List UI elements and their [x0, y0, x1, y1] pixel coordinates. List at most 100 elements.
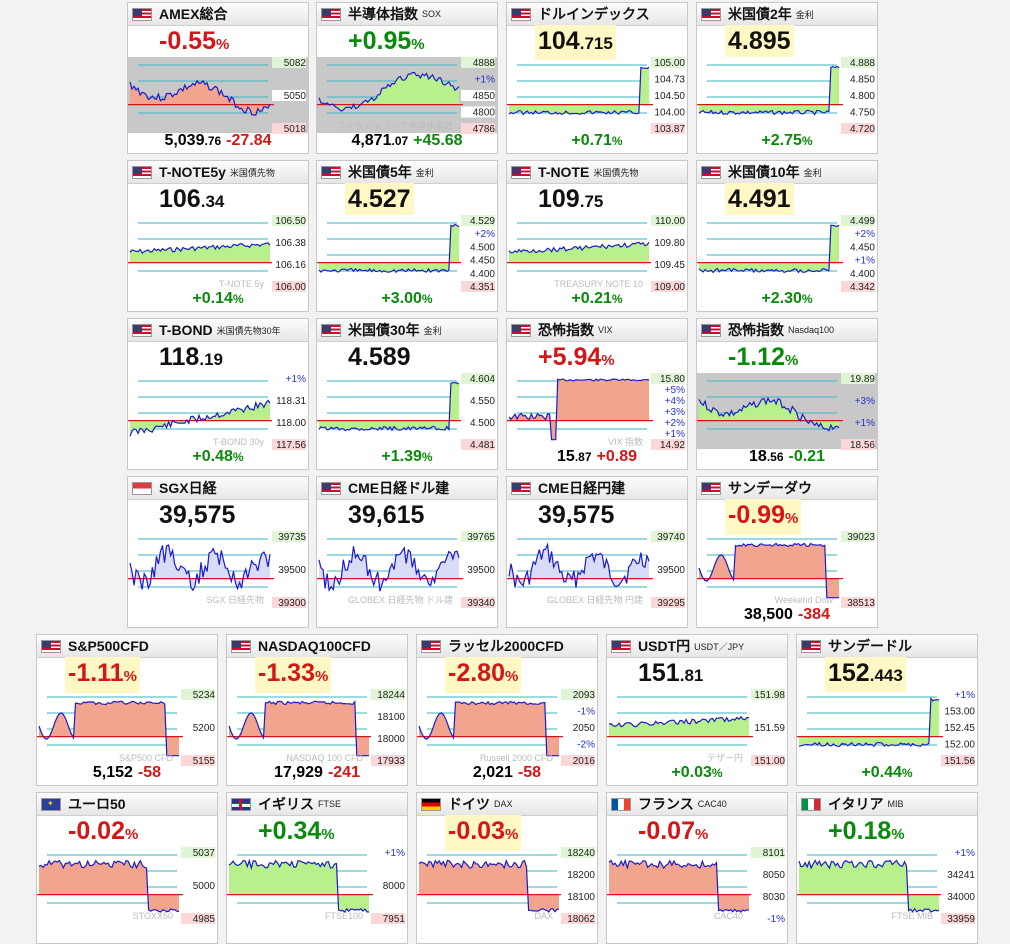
market-card[interactable]: フランス CAC40 CAC40 8101 8050 8030 -1% -0.07% — [606, 792, 788, 944]
chart-area — [509, 544, 649, 588]
market-card[interactable]: イタリア MIB FTSE MIB +1% 34241 34000 33959 +0.18% — [796, 792, 978, 944]
tick-label-bg — [181, 689, 215, 700]
main-value-number: -0.07 — [638, 817, 695, 845]
tick-label: 4.481 — [470, 440, 495, 451]
main-value-unit: % — [124, 826, 139, 843]
footer-value: 5,039.76 -27.84 — [128, 132, 308, 150]
chart-area — [229, 701, 369, 756]
tick-label: 106.38 — [275, 238, 306, 249]
card-header: USDT円 USDT／JPY — [607, 635, 787, 658]
tick-label-bg — [651, 564, 685, 575]
tick-label-bg — [651, 531, 685, 542]
market-card[interactable]: CME日経円建 GLOBEX 日経先物 円建 39740 39500 39295 39,5… — [506, 476, 688, 628]
main-value-number: +5.94 — [538, 343, 602, 371]
card-header: フランス CAC40 — [607, 793, 787, 816]
market-card[interactable]: ラッセル2000CFD Russell 2000 CFD 2093 -1% 2050 -2… — [416, 634, 598, 786]
market-card[interactable]: S&P500CFD S&P500 CFD 5234 5200 5155 -1.11% 5,1… — [36, 634, 218, 786]
instrument-name: サンデーダウ — [728, 480, 812, 496]
market-card[interactable]: サンデードル +1% 153.00 152.45 152.00 151.56 152.443… — [796, 634, 978, 786]
footer-number: +2.30 — [761, 290, 802, 307]
market-card[interactable]: ユーロ50 STOXX50 5037 5000 4985 -0.02% — [36, 792, 218, 944]
market-card[interactable]: ドイツ DAX DAX 18240 18200 18100 18062 -0.03% — [416, 792, 598, 944]
market-card[interactable]: T-NOTE 米国債先物 TREASURY NOTE 10 110.00 109.80 1… — [506, 160, 688, 312]
chart-watermark: GLOBEX 日経先物 ドル建 — [348, 594, 453, 605]
market-card[interactable]: イギリス FTSE FTSE100 +1% 8000 7951 +0.34% — [226, 792, 408, 944]
footer-number: 18 — [749, 448, 767, 465]
tick-label: 109.45 — [654, 260, 685, 271]
price-line — [418, 700, 559, 757]
chart-watermark: FTSE100 — [325, 911, 363, 921]
tick-label-bg — [272, 57, 306, 68]
flag-icon — [41, 639, 61, 653]
card-header: イタリア MIB — [797, 793, 977, 816]
instrument-sub: USDT／JPY — [694, 641, 745, 652]
main-value: -0.99% — [725, 499, 802, 535]
market-card[interactable]: 米国債5年 金利 4.529 +2% 4.500 4.450 4.400 4.351 4.527… — [316, 160, 498, 312]
flag-icon — [701, 481, 721, 495]
card-header: NASDAQ100CFD — [227, 635, 407, 658]
tick-label: 2093 — [573, 690, 596, 701]
market-card[interactable]: T-BOND 米国債先物30年 T-BOND 30y +1% 118.31 118.00 1… — [127, 318, 309, 470]
tick-label: 151.56 — [944, 756, 975, 767]
flag-icon — [41, 797, 61, 811]
card-header: CME日経円建 — [507, 477, 687, 500]
main-value-number: -1.11 — [68, 659, 124, 687]
footer-change: -58 — [137, 764, 162, 781]
tick-label: 7951 — [383, 914, 406, 925]
market-card[interactable]: サンデーダウ Weekend Dow 39023 38513 -0.99% 38,500-… — [696, 476, 878, 628]
flag-icon — [701, 323, 721, 337]
market-card[interactable]: ドルインデックス 105.00 104.73 104.50 104.00 103.87 10… — [506, 2, 688, 154]
mini-chart: Weekend Dow 39023 38513 — [697, 531, 875, 609]
tick-label: 104.73 — [654, 75, 685, 86]
main-value: -0.02% — [65, 815, 141, 851]
footer-value: +0.14% — [128, 290, 308, 308]
tick-label-bg — [651, 373, 685, 384]
main-value-number: -0.55 — [159, 27, 216, 55]
main-value: 109.75 — [535, 183, 606, 218]
tick-label-bg — [461, 254, 495, 266]
chart-area — [319, 382, 459, 431]
instrument-name: ドイツ — [448, 796, 490, 812]
tick-label: +1% — [855, 256, 875, 267]
tick-label: 4.342 — [850, 282, 875, 293]
footer-number: +2.75 — [761, 132, 802, 149]
footer-number: +0.48 — [192, 448, 233, 465]
market-card[interactable]: 米国債10年 金利 4.499 +2% 4.450 +1% 4.400 4.342 4.491 +… — [696, 160, 878, 312]
tick-label-bg — [561, 891, 595, 902]
chart-area — [229, 860, 369, 912]
market-card[interactable]: 恐怖指数 VIX VIX 指数 15.80 +5% +4% +3% +2% +1% 14.92 +5… — [506, 318, 688, 470]
card-header: SGX日経 — [128, 477, 308, 500]
chart-watermark: Weekend Dow — [775, 595, 834, 605]
mini-chart: フィラデルフィア半導体指数 4888 +1% 4850 4800 4786 — [317, 57, 497, 135]
market-card[interactable]: AMEX総合 5082 5050 5018 -0.55% 5,039.76 -27.84 — [127, 2, 309, 154]
footer-decimal: .76 — [204, 134, 222, 148]
flag-icon — [132, 323, 152, 337]
mini-chart: Russell 2000 CFD 2093 -1% 2050 -2% 2016 — [417, 689, 596, 767]
tick-label-bg — [461, 281, 495, 292]
footer-value: 17,929 -241 — [227, 764, 407, 782]
market-card[interactable]: 半導体指数 SOX フィラデルフィア半導体指数 4888 +1% 4850 4800 4786… — [316, 2, 498, 154]
flag-icon — [421, 639, 441, 653]
price-line — [798, 859, 940, 913]
instrument-sub: 米国債先物 — [593, 167, 639, 178]
market-card[interactable]: CME日経ドル建 GLOBEX 日経先物 ドル建 39765 39500 39340 39… — [316, 476, 498, 628]
market-card[interactable]: 恐怖指数 Nasdaq100 19.89 +3% +1% 18.56 -1.12% 18.56… — [696, 318, 878, 470]
mini-chart: S&P500 CFD 5234 5200 5155 — [37, 689, 215, 767]
flag-icon — [511, 165, 531, 179]
chart-watermark: FTSE MIB — [891, 911, 933, 921]
market-card[interactable]: NASDAQ100CFD NASDAQ 100 CFD 18244 18100 1800… — [226, 634, 408, 786]
tick-label-bg — [461, 90, 495, 101]
market-card[interactable]: 米国債2年 金利 4.888 4.850 4.800 4.750 4.720 4.895 +2.… — [696, 2, 878, 154]
market-card[interactable]: SGX日経 SGX 日経先物 39735 39500 39300 39,575 — [127, 476, 309, 628]
market-card[interactable]: USDT円 USDT／JPY テザー円 151.98 151.59 151.00 151.8… — [606, 634, 788, 786]
tick-label-bg — [841, 267, 875, 279]
main-value-number: 109 — [538, 185, 580, 213]
tick-label-bg — [561, 869, 595, 880]
market-card[interactable]: 米国債30年 金利 4.604 4.550 4.500 4.481 4.589 +1.39% — [316, 318, 498, 470]
main-value-unit: % — [504, 668, 519, 685]
market-card[interactable]: T-NOTE5y 米国債先物 T-NOTE 5y 106.50 106.38 106.16… — [127, 160, 309, 312]
tick-label: 153.00 — [944, 707, 975, 718]
tick-label-bg — [461, 373, 495, 384]
tick-label-bg — [461, 439, 495, 450]
chart-area — [130, 80, 270, 116]
